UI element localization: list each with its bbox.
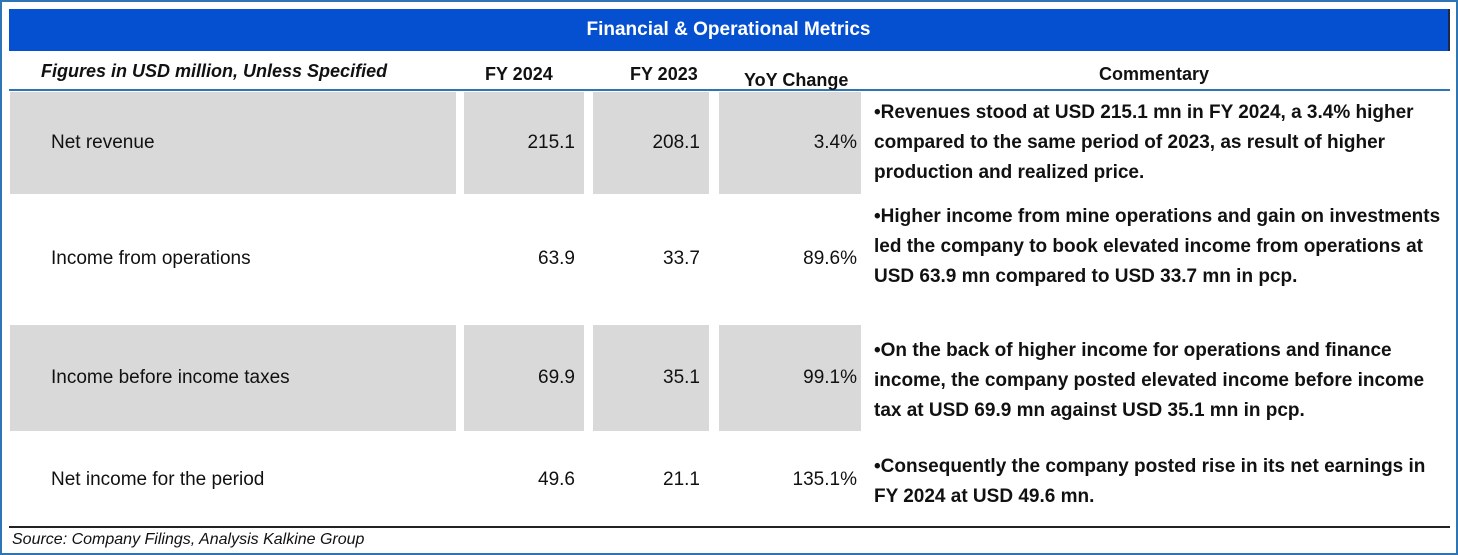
header-yoy-change: YoY Change — [744, 69, 849, 90]
fy2024-value: 215.1 — [464, 92, 584, 194]
header-fy2024: FY 2024 — [485, 63, 553, 84]
yoy-change-value: 99.1% — [719, 325, 861, 431]
table-row: Income before income taxes 69.9 35.1 99.… — [9, 325, 1450, 431]
row-label: Income from operations — [51, 248, 251, 269]
table-title: Financial & Operational Metrics — [9, 9, 1450, 51]
header-row: Figures in USD million, Unless Specified… — [9, 52, 1450, 91]
fy2024-value: 69.9 — [464, 325, 584, 431]
source-note: Source: Company Filings, Analysis Kalkin… — [12, 531, 365, 548]
commentary-text: •Revenues stood at USD 215.1 mn in FY 20… — [874, 102, 1414, 183]
row-label: Income before income taxes — [10, 325, 456, 431]
yoy-change-value: 89.6% — [803, 248, 857, 269]
header-metric: Figures in USD million, Unless Specified — [41, 60, 388, 81]
fy2024-value: 63.9 — [538, 248, 575, 269]
table-row: Income from operations 63.9 33.7 89.6% •… — [9, 196, 1450, 322]
fy2023-value: 21.1 — [663, 469, 700, 490]
header-fy2023: FY 2023 — [630, 63, 698, 84]
yoy-change-value: 135.1% — [792, 469, 857, 490]
header-commentary: Commentary — [1099, 63, 1210, 84]
commentary-text: •On the back of higher income for operat… — [874, 340, 1425, 421]
fy2024-value: 49.6 — [538, 469, 575, 490]
yoy-change-value: 3.4% — [719, 92, 861, 194]
commentary-text: •Consequently the company posted rise in… — [874, 456, 1426, 507]
fy2023-value: 33.7 — [663, 248, 700, 269]
fy2023-value: 35.1 — [593, 325, 709, 431]
commentary-text: •Higher income from mine operations and … — [874, 206, 1441, 287]
fy2023-value: 208.1 — [593, 92, 709, 194]
table-row: Net revenue 215.1 208.1 3.4% •Revenues s… — [9, 92, 1450, 194]
row-label: Net revenue — [10, 92, 456, 194]
footer-divider — [9, 526, 1450, 528]
table-row: Net income for the period 49.6 21.1 135.… — [9, 433, 1450, 527]
row-label: Net income for the period — [51, 469, 265, 490]
